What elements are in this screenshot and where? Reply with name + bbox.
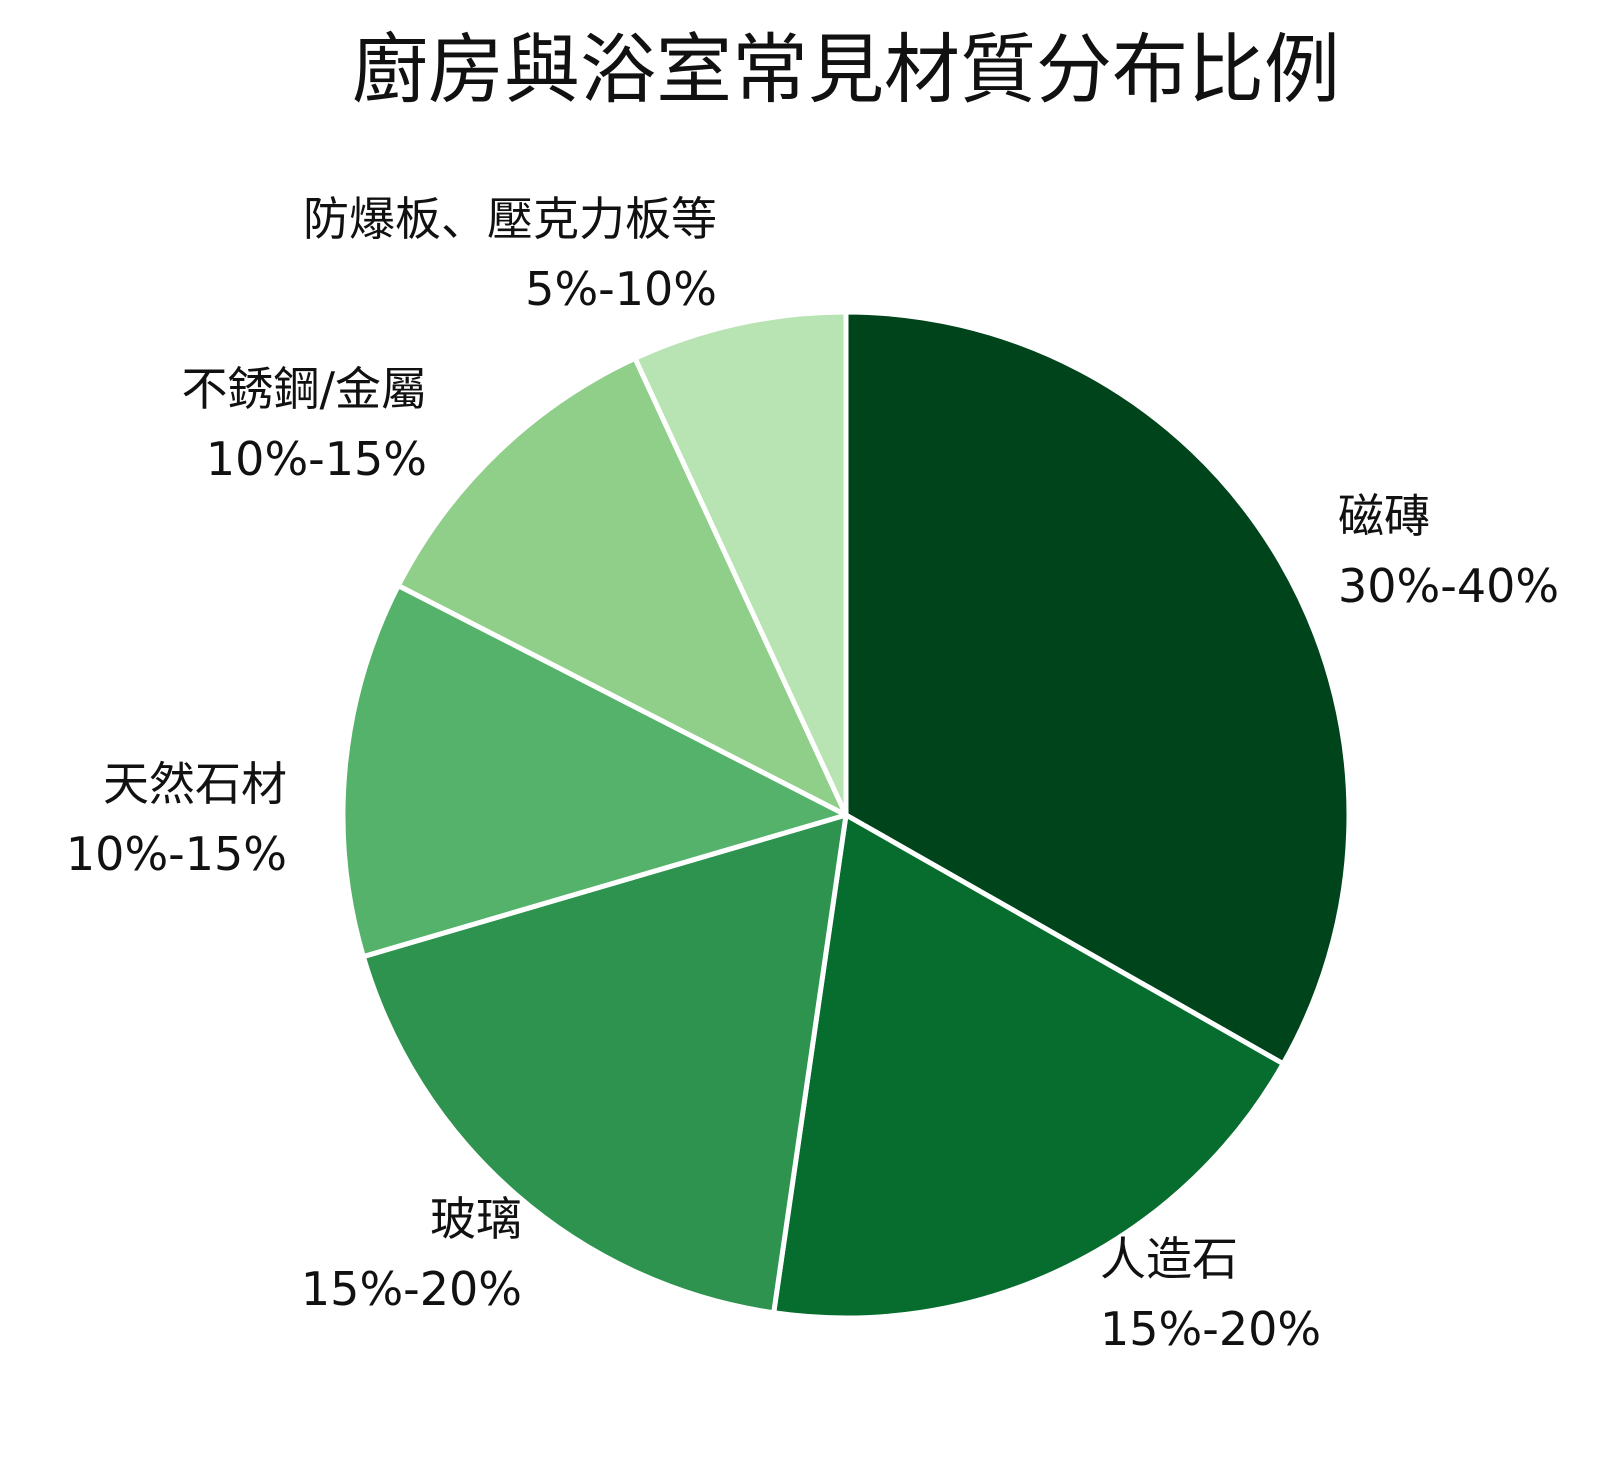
pie-slice-0 [843,309,1352,1067]
slice-name-label: 磁磚 [1338,489,1430,543]
slice-range-label: 30%-40% [1338,559,1559,613]
slice-name-label: 玻璃 [430,1192,522,1246]
slice-name-label: 人造石 [1100,1232,1238,1286]
pie-slice-1 [771,812,1286,1321]
pie-slice-2 [360,812,849,1316]
slice-name-label: 不銹鋼/金屬 [182,362,428,416]
slice-name-label: 天然石材 [103,757,287,811]
slice-range-label: 10%-15% [206,432,427,486]
chart-title: 廚房與浴室常見材質分布比例 [352,25,1340,114]
pie-labels: 磁磚 30%-40% 人造石 15%-20% 玻璃 15%-20% 天然石材 10%-15% 不… [66,192,1559,1356]
pie-slice-5 [632,309,849,818]
slice-range-label: 15%-20% [1100,1302,1321,1356]
slice-range-label: 15%-20% [301,1262,522,1316]
pie-slice-3 [340,583,849,960]
slice-range-label: 5%-10% [525,262,717,316]
pie-slice-4 [395,355,849,818]
pie-slices [340,309,1352,1321]
slice-range-label: 10%-15% [66,827,287,881]
slice-name-label: 防爆板、壓克力板等 [303,192,717,246]
